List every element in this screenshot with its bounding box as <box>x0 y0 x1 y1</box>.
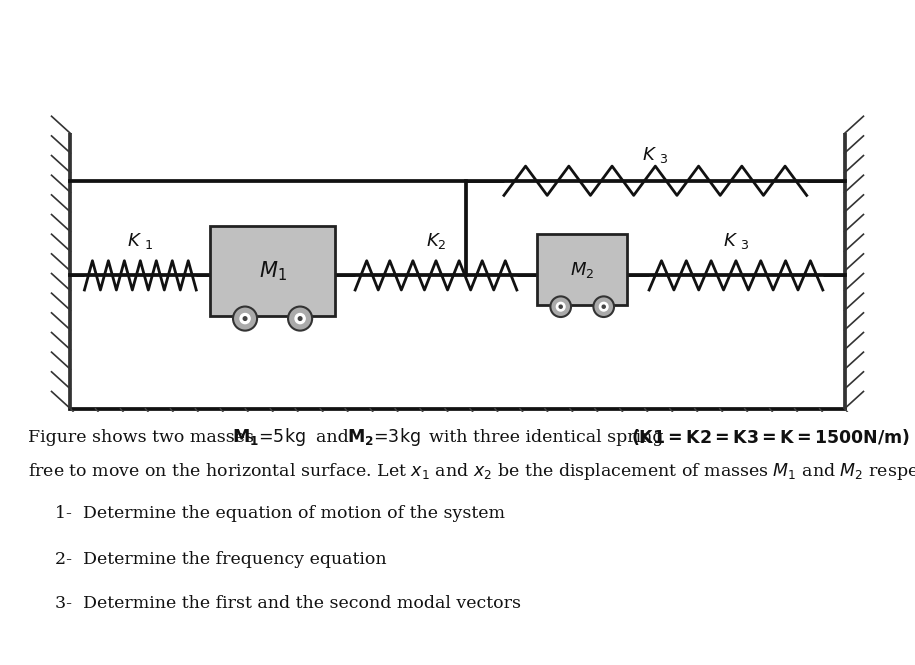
Circle shape <box>556 303 565 311</box>
Text: 1-  Determine the equation of motion of the system: 1- Determine the equation of motion of t… <box>55 505 505 521</box>
Circle shape <box>233 307 257 331</box>
Circle shape <box>551 297 571 317</box>
Text: $K\ _3$: $K\ _3$ <box>642 145 669 166</box>
Text: $\mathbf{(K1{=}K2{=}K3{=}K{=}1500N/m)}$: $\mathbf{(K1{=}K2{=}K3{=}K{=}1500N/m)}$ <box>631 427 910 447</box>
Text: $\mathbf{M_2}$=3kg: $\mathbf{M_2}$=3kg <box>347 426 421 448</box>
Bar <box>537 235 628 305</box>
Text: $K\ _3$: $K\ _3$ <box>723 231 749 251</box>
Text: $\mathbf{M_1}$=5kg: $\mathbf{M_1}$=5kg <box>232 426 306 448</box>
Text: free to move on the horizontal surface. Let $x_1$ and $x_2$ be the displacement : free to move on the horizontal surface. … <box>28 462 915 483</box>
Text: with three identical spring: with three identical spring <box>418 428 669 446</box>
Text: $K_2$: $K_2$ <box>425 231 447 251</box>
Text: 2-  Determine the frequency equation: 2- Determine the frequency equation <box>55 551 387 567</box>
Circle shape <box>240 313 250 324</box>
Circle shape <box>295 313 306 324</box>
Text: 3-  Determine the first and the second modal vectors: 3- Determine the first and the second mo… <box>55 595 521 612</box>
Circle shape <box>602 305 605 309</box>
Circle shape <box>298 317 302 321</box>
Circle shape <box>594 297 614 317</box>
Circle shape <box>559 305 562 309</box>
Text: and: and <box>305 428 360 446</box>
Text: $M_1$: $M_1$ <box>259 259 286 283</box>
Circle shape <box>288 307 312 331</box>
Text: Figure shows two masses: Figure shows two masses <box>28 428 260 446</box>
Bar <box>210 225 335 316</box>
Text: $K\ _1$: $K\ _1$ <box>127 231 154 251</box>
Circle shape <box>599 303 608 311</box>
Circle shape <box>243 317 247 321</box>
Text: $M_2$: $M_2$ <box>570 260 595 280</box>
